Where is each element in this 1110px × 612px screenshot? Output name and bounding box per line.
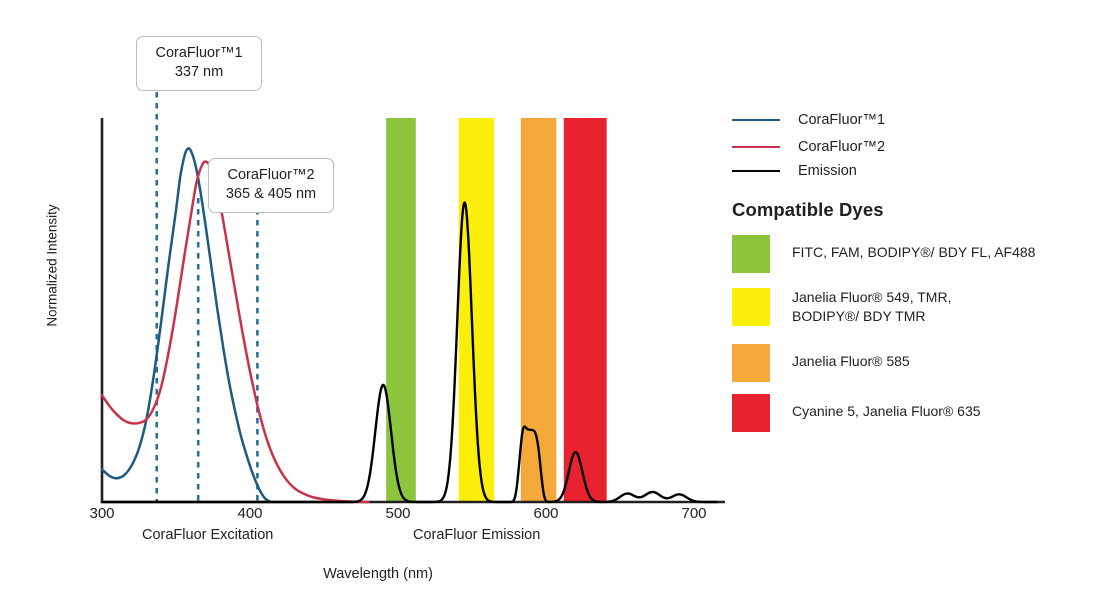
dye-row-green: FITC, FAM, BODIPY®/ BDY FL, AF488 [732,235,1035,273]
excitation-marker-lines-group [155,92,259,502]
legend-line-corafluor2 [732,146,780,148]
y-axis-title: Normalized Intensity [44,204,60,327]
dye-swatch-yellow [732,288,770,326]
emission-band-3 [563,118,607,502]
x-axis-title: Wavelength (nm) [323,566,433,582]
dye-label-yellow: Janelia Fluor® 549, TMR, BODIPY®/ BDY TM… [792,289,952,324]
legend-item-corafluor1: CoraFluor™1 [732,112,885,128]
legend-item-corafluor2: CoraFluor™2 [732,139,885,155]
dye-label-green: FITC, FAM, BODIPY®/ BDY FL, AF488 [792,244,1036,260]
emission-bands-group [386,118,607,502]
legend-label-emission: Emission [798,163,857,179]
x-tick-500: 500 [385,505,411,522]
callout-1-line2: 337 nm [174,64,224,81]
curve-excitation-1 [100,147,272,504]
legend-item-emission: Emission [732,163,857,179]
x-tick-300: 300 [89,505,115,522]
emission-band-2 [520,118,557,502]
dye-label-orange: Janelia Fluor® 585 [792,353,910,369]
dye-swatch-orange [732,344,770,382]
dye-swatch-green [732,235,770,273]
callout-corafluor1: CoraFluor™1 337 nm [136,36,262,92]
legend-label-corafluor2: CoraFluor™2 [798,139,886,155]
callout-corafluor2: CoraFluor™2 365 & 405 nm [208,158,334,214]
sub-label-emission: CoraFluor Emission [413,527,541,543]
legend-label-corafluor1: CoraFluor™1 [798,112,886,128]
sub-label-excitation: CoraFluor Excitation [142,527,274,543]
spectra-plot: 300 400 500 600 700 CoraFluor Excitation… [44,36,725,582]
curve-emission [100,201,718,504]
dye-row-red: Cyanine 5, Janelia Fluor® 635 [732,394,981,432]
dye-swatch-red [732,394,770,432]
x-tick-700: 700 [681,505,707,522]
x-tick-400: 400 [237,505,263,522]
plot-canvas [100,92,725,504]
dye-row-yellow: Janelia Fluor® 549, TMR, BODIPY®/ BDY TM… [732,288,951,326]
callout-1-line1: CoraFluor™1 [155,45,243,61]
dye-row-orange: Janelia Fluor® 585 [732,344,910,382]
legend-line-corafluor1 [732,119,780,121]
emission-band-1 [458,118,495,502]
callout-2-line1: CoraFluor™2 [227,167,315,183]
compatible-dyes-heading: Compatible Dyes [732,199,884,220]
legend-line-emission [732,170,780,172]
dye-label-red: Cyanine 5, Janelia Fluor® 635 [792,403,981,419]
callout-2-line2: 365 & 405 nm [225,186,317,203]
legend-panel: CoraFluor™1 CoraFluor™2 Emission Compati… [728,0,1110,612]
emission-band-0 [386,118,416,502]
x-tick-600: 600 [533,505,559,522]
